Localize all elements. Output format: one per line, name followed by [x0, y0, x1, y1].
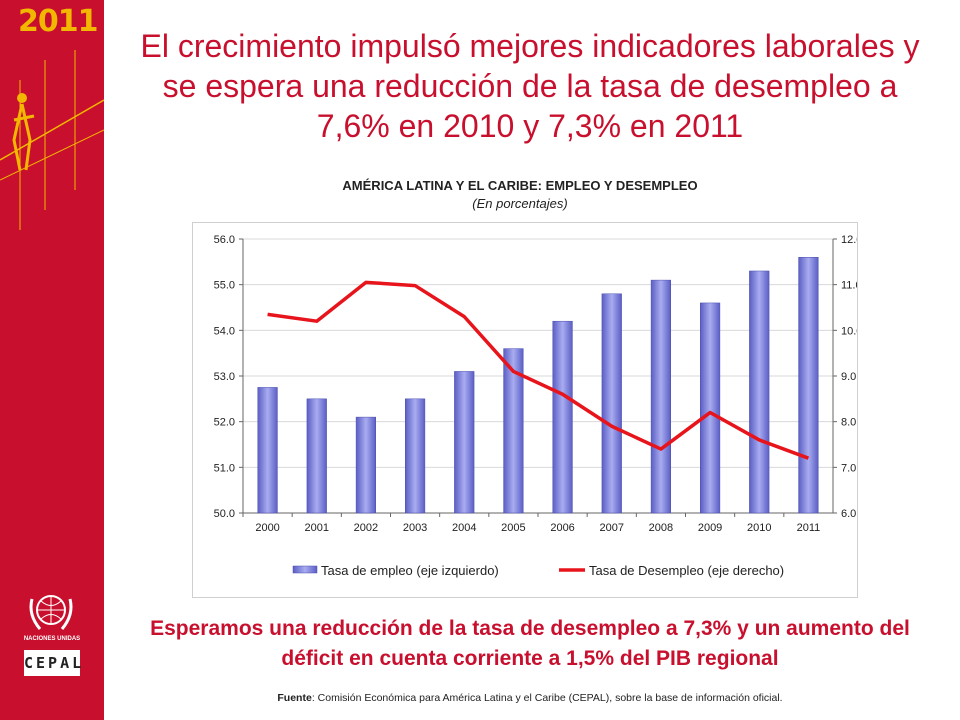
y-right-tick-label: 6.0 [841, 508, 856, 520]
x-tick-label: 2002 [354, 522, 378, 534]
bar-2007 [601, 293, 622, 514]
bar-2009 [700, 302, 721, 514]
x-tick-label: 2006 [550, 522, 574, 534]
y-right-tick-label: 9.0 [841, 371, 856, 383]
x-tick-label: 2000 [255, 522, 279, 534]
y-left-tick-label: 52.0 [214, 417, 235, 429]
y-left-tick-label: 55.0 [214, 280, 235, 292]
x-tick-label: 2003 [403, 522, 427, 534]
chart-container: 50.0 51.0 52.0 53.0 54.0 55.0 56.0 6.0 7.0 8.0 9.0… [192, 222, 858, 598]
page-title: El crecimiento impulsó mejores indicador… [140, 28, 920, 144]
y-right-tick-label: 10.0 [841, 325, 857, 337]
year-logo: 2011 [18, 4, 99, 39]
bar-2010 [749, 270, 770, 514]
x-tick-label: 2005 [501, 522, 525, 534]
y-right-tick-label: 11.0 [841, 280, 857, 292]
x-tick-label: 2011 [797, 522, 821, 534]
source-label: Fuente [277, 692, 312, 704]
legend-label-employment: Tasa de empleo (eje izquierdo) [321, 563, 499, 578]
un-emblem-icon [29, 595, 73, 630]
unemployment-line [267, 280, 810, 460]
bar-2003 [405, 398, 426, 514]
combo-chart: 50.0 51.0 52.0 53.0 54.0 55.0 56.0 6.0 7.0 8.0 9.0… [214, 234, 857, 578]
sidebar-banner: 2011 NACIONES UNIDAS CEPAL [0, 0, 104, 720]
bar-2000 [257, 387, 278, 514]
chart-subtitle: (En porcentajes) [472, 196, 568, 211]
x-tick-label: 2010 [747, 522, 771, 534]
y-right-tick-label: 8.0 [841, 417, 856, 429]
bar-2008 [650, 279, 672, 514]
legend-swatch-employment [292, 565, 318, 574]
source-body: : Comisión Económica para América Latina… [311, 692, 783, 704]
chart-title: AMÉRICA LATINA Y EL CARIBE: EMPLEO Y DES… [342, 178, 698, 193]
y-left-tick-label: 50.0 [214, 508, 235, 520]
x-tick-label: 2001 [305, 522, 329, 534]
note-text: Esperamos una reducción de la tasa de de… [150, 617, 910, 670]
bar-2001 [306, 398, 327, 514]
cepal-logo: CEPAL [24, 650, 81, 676]
y-left-tick-label: 56.0 [214, 234, 235, 246]
x-tick-label: 2007 [600, 522, 624, 534]
x-tick-label: 2009 [698, 522, 722, 534]
bar-2006 [552, 320, 573, 514]
bar-2005 [503, 348, 524, 514]
source-text: Fuente: Comisión Económica para América … [180, 692, 880, 704]
decorative-figure-icon [0, 50, 104, 230]
y-right-tick-label: 7.0 [841, 462, 856, 474]
x-tick-label: 2008 [649, 522, 673, 534]
legend-label-unemployment: Tasa de Desempleo (eje derecho) [589, 563, 784, 578]
y-right-tick-label: 12.0 [841, 234, 857, 246]
x-tick-label: 2004 [452, 522, 476, 534]
bar-2002 [355, 416, 376, 514]
y-left-tick-label: 53.0 [214, 371, 235, 383]
bar-2011 [798, 257, 819, 514]
y-left-tick-label: 51.0 [214, 462, 235, 474]
bar-2004 [454, 371, 475, 514]
un-label: NACIONES UNIDAS [23, 636, 81, 642]
y-left-tick-label: 54.0 [214, 325, 235, 337]
